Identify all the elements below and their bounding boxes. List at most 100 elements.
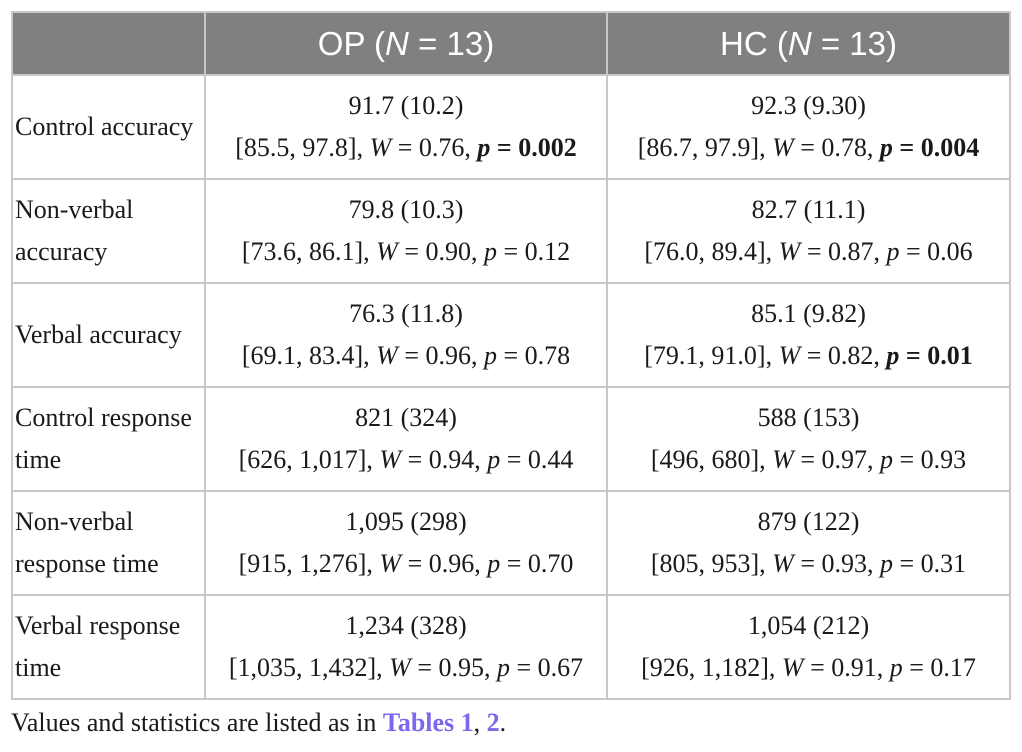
w-value: = 0.76,: [391, 133, 478, 162]
p-value: = 0.31: [893, 549, 967, 578]
row-label: Control accuracy: [11, 74, 206, 180]
header-hc-n: N: [787, 24, 812, 62]
w-value: = 0.96,: [397, 341, 484, 370]
p-symbol: p: [484, 237, 497, 266]
ci-stats: [69.1, 83.4], W = 0.96, p = 0.78: [206, 335, 606, 377]
table-row: Verbal accuracy 76.3 (11.8) [69.1, 83.4], …: [11, 282, 1011, 388]
confidence-interval: [79.1, 91.0],: [644, 341, 779, 370]
header-hc: HC (N = 13): [606, 11, 1011, 76]
ci-stats: [76.0, 89.4], W = 0.87, p = 0.06: [608, 231, 1009, 273]
p-value: = 0.67: [510, 653, 584, 682]
row-label: Control response time: [11, 386, 206, 492]
ci-stats: [85.5, 97.8], W = 0.76, p = 0.002: [206, 127, 606, 169]
p-symbol: p: [880, 549, 893, 578]
w-symbol: W: [772, 133, 794, 162]
confidence-interval: [1,035, 1,432],: [228, 653, 390, 682]
p-value: = 0.78: [497, 341, 571, 370]
mean-sd: 85.1 (9.82): [751, 299, 866, 328]
ci-stats: [1,035, 1,432], W = 0.95, p = 0.67: [206, 647, 606, 689]
statistics-table: OP (N = 13) HC (N = 13) Control accuracy…: [11, 11, 1011, 700]
cell-hc: 1,054 (212) [926, 1,182], W = 0.91, p = 0…: [606, 594, 1011, 700]
p-symbol: p: [487, 549, 501, 578]
ci-stats: [86.7, 97.9], W = 0.78, p = 0.004: [608, 127, 1009, 169]
mean-sd: 1,095 (298): [345, 507, 467, 536]
w-value: = 0.94,: [401, 445, 488, 474]
mean-sd: 92.3 (9.30): [751, 91, 866, 120]
confidence-interval: [76.0, 89.4],: [644, 237, 779, 266]
mean-sd: 879 (122): [757, 507, 860, 536]
w-symbol: W: [781, 653, 804, 682]
row-label: Non-verbal response time: [11, 490, 206, 596]
confidence-interval: [73.6, 86.1],: [241, 237, 377, 266]
w-symbol: W: [772, 549, 794, 578]
mean-sd: 1,234 (328): [345, 611, 467, 640]
p-value: = 0.17: [902, 653, 976, 682]
p-value: = 0.70: [500, 549, 574, 578]
p-symbol: p: [886, 237, 900, 266]
cell-op: 1,095 (298) [915, 1,276], W = 0.96, p = 0…: [204, 490, 608, 596]
cell-hc: 879 (122) [805, 953], W = 0.93, p = 0.31: [606, 490, 1011, 596]
ci-stats: [626, 1,017], W = 0.94, p = 0.44: [206, 439, 606, 481]
p-symbol: p: [886, 341, 900, 370]
table-row: Non-verbal response time 1,095 (298) [915,…: [11, 490, 1011, 596]
header-op-post: = 13): [408, 24, 495, 62]
p-symbol: p: [484, 341, 497, 370]
cell-hc: 85.1 (9.82) [79.1, 91.0], W = 0.82, p = 0…: [606, 282, 1011, 388]
header-op-pre: OP (: [317, 24, 386, 62]
cell-op: 91.7 (10.2) [85.5, 97.8], W = 0.76, p = 0…: [204, 74, 608, 180]
header-row: OP (N = 13) HC (N = 13): [11, 11, 1011, 76]
table-body: Control accuracy 91.7 (10.2) [85.5, 97.8],…: [11, 74, 1011, 700]
cell-op: 821 (324) [626, 1,017], W = 0.94, p = 0.4…: [204, 386, 608, 492]
w-symbol: W: [389, 653, 411, 682]
footnote-link-tables-1[interactable]: Tables 1: [382, 708, 474, 737]
row-label: Verbal accuracy: [11, 282, 206, 388]
cell-op: 76.3 (11.8) [69.1, 83.4], W = 0.96, p = 0…: [204, 282, 608, 388]
p-value: = 0.44: [500, 445, 574, 474]
p-value: = 0.12: [497, 237, 571, 266]
row-label: Non-verbal accuracy: [11, 178, 206, 284]
w-value: = 0.96,: [401, 549, 488, 578]
ci-stats: [496, 680], W = 0.97, p = 0.93: [608, 439, 1009, 481]
p-symbol: p: [879, 133, 893, 162]
p-value: = 0.06: [899, 237, 973, 266]
p-value: = 0.93: [893, 445, 967, 474]
w-symbol: W: [778, 341, 801, 370]
header-op-n: N: [385, 24, 409, 62]
w-value: = 0.97,: [793, 445, 880, 474]
footnote-link-2[interactable]: 2: [486, 708, 500, 737]
header-op: OP (N = 13): [204, 11, 608, 76]
ci-stats: [73.6, 86.1], W = 0.90, p = 0.12: [206, 231, 606, 273]
w-symbol: W: [376, 341, 398, 370]
header-hc-post: = 13): [811, 24, 897, 62]
p-value: = 0.01: [899, 341, 973, 370]
mean-sd: 82.7 (11.1): [751, 195, 866, 224]
confidence-interval: [626, 1,017],: [238, 445, 380, 474]
mean-sd: 1,054 (212): [747, 611, 870, 640]
w-symbol: W: [369, 133, 392, 162]
ci-stats: [805, 953], W = 0.93, p = 0.31: [608, 543, 1009, 585]
mean-sd: 91.7 (10.2): [348, 91, 464, 120]
mean-sd: 79.8 (10.3): [348, 195, 464, 224]
w-symbol: W: [379, 445, 402, 474]
ci-stats: [79.1, 91.0], W = 0.82, p = 0.01: [608, 335, 1009, 377]
table-row: Non-verbal accuracy 79.8 (10.3) [73.6, 86.…: [11, 178, 1011, 284]
footnote-end: .: [499, 708, 507, 737]
w-value: = 0.95,: [410, 653, 497, 682]
mean-sd: 76.3 (11.8): [349, 299, 463, 328]
mean-sd: 821 (324): [355, 403, 457, 432]
p-symbol: p: [487, 445, 501, 474]
w-value: = 0.82,: [800, 341, 887, 370]
w-symbol: W: [778, 237, 801, 266]
mean-sd: 588 (153): [757, 403, 860, 432]
table-footnote: Values and statistics are listed as in T…: [11, 708, 506, 738]
cell-hc: 588 (153) [496, 680], W = 0.97, p = 0.93: [606, 386, 1011, 492]
w-value: = 0.90,: [397, 237, 484, 266]
confidence-interval: [69.1, 83.4],: [241, 341, 377, 370]
p-symbol: p: [477, 133, 491, 162]
p-symbol: p: [497, 653, 510, 682]
confidence-interval: [805, 953],: [650, 549, 773, 578]
p-symbol: p: [889, 653, 903, 682]
footnote-separator: ,: [473, 708, 487, 737]
p-value: = 0.002: [490, 133, 577, 162]
cell-op: 1,234 (328) [1,035, 1,432], W = 0.95, p =…: [204, 594, 608, 700]
